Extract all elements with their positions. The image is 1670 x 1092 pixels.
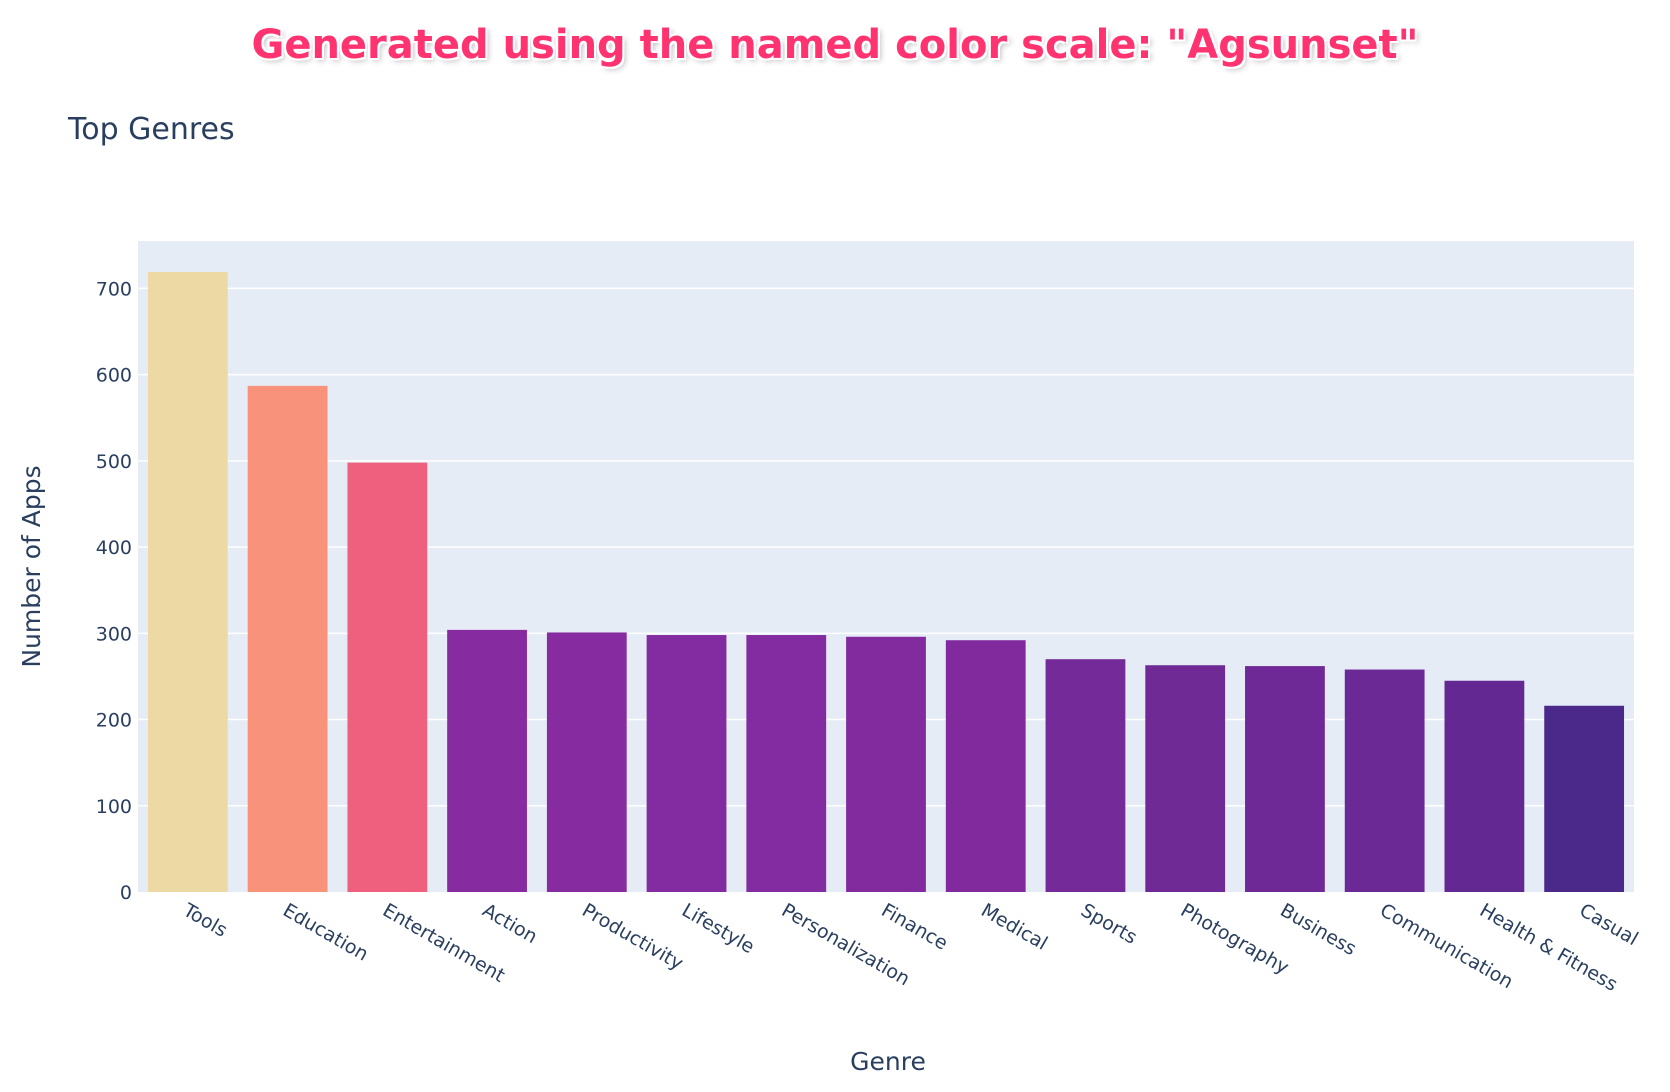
y-tick-label: 300 — [96, 623, 132, 645]
y-tick-label: 400 — [96, 537, 132, 559]
banner-title: Generated using the named color scale: "… — [251, 22, 1419, 68]
y-tick-label: 200 — [96, 710, 132, 732]
y-axis-ticks: 0 100 200 300 400 500 600 700 — [96, 278, 132, 904]
bar-action[interactable] — [447, 629, 527, 892]
bar-photography[interactable] — [1145, 665, 1226, 892]
bar-entertainment[interactable] — [347, 462, 428, 892]
y-tick-label: 600 — [96, 365, 132, 387]
x-tick-label: Finance — [878, 899, 952, 954]
x-tick-label: Photography — [1177, 899, 1293, 979]
y-tick-label: 700 — [96, 278, 132, 300]
bar-sports[interactable] — [1045, 659, 1126, 892]
y-tick-label: 100 — [96, 796, 132, 818]
chart-title: Top Genres — [67, 112, 235, 147]
x-tick-label: Casual — [1576, 899, 1642, 950]
y-axis-title: Number of Apps — [17, 465, 46, 667]
x-tick-label: Education — [279, 899, 372, 965]
bar-casual[interactable] — [1544, 705, 1625, 892]
bar-communication[interactable] — [1344, 669, 1425, 892]
bar-health-fitness[interactable] — [1444, 680, 1525, 892]
x-tick-label: Action — [479, 899, 542, 948]
bar-business[interactable] — [1245, 666, 1325, 892]
x-tick-label: Business — [1276, 899, 1360, 960]
bars — [147, 272, 1625, 893]
x-tick-label: Tools — [179, 899, 231, 942]
bar-tools[interactable] — [147, 272, 228, 893]
x-tick-label: Medical — [977, 899, 1051, 954]
x-tick-label: Lifestyle — [678, 899, 758, 958]
x-tick-label: Sports — [1077, 899, 1141, 949]
bar-education[interactable] — [247, 385, 328, 892]
bar-lifestyle[interactable] — [646, 635, 727, 892]
x-axis-title: Genre — [850, 1047, 926, 1076]
bar-medical[interactable] — [945, 640, 1026, 892]
y-tick-label: 500 — [96, 451, 132, 473]
x-tick-label: Productivity — [578, 899, 687, 974]
bar-productivity[interactable] — [546, 632, 627, 892]
bar-personalization[interactable] — [746, 635, 827, 892]
y-tick-label: 0 — [120, 882, 132, 904]
bar-finance[interactable] — [846, 636, 926, 892]
